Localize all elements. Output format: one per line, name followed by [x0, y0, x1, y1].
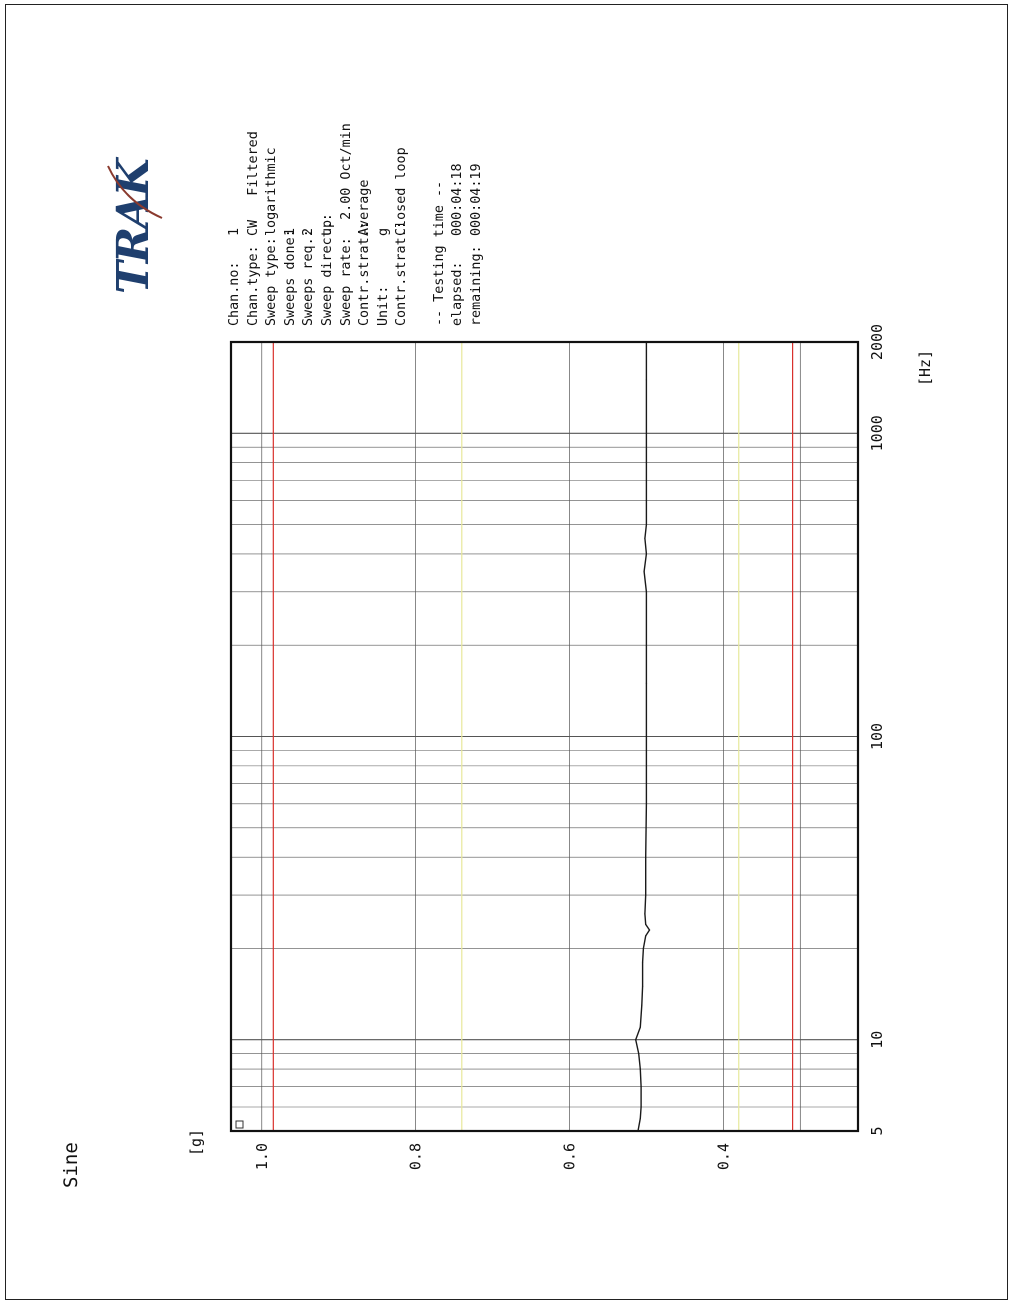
info-value: 2.00 Oct/min	[338, 123, 354, 236]
elapsed-row: elapsed: 000:04:18	[449, 123, 468, 326]
info-label: Chan.type:	[245, 245, 261, 326]
data-point	[645, 923, 647, 926]
test-info-panel: Chan.no:1 Chan.type:CW Filtered Sweep type…	[226, 123, 486, 326]
info-label: Contr.strat.:	[394, 221, 410, 326]
info-row: Sweeps req.:2	[300, 123, 319, 326]
x-tick-label: 100	[868, 723, 886, 750]
data-point	[645, 682, 648, 684]
data-point	[639, 1117, 641, 1120]
remaining-row: remaining: 000:04:19	[468, 123, 487, 326]
testing-time-header: -- Testing time --	[431, 180, 447, 326]
y-tick-label: 0.6	[561, 1143, 579, 1170]
data-point	[641, 985, 644, 987]
data-point	[641, 1004, 643, 1006]
x-tick-label: 2000	[868, 324, 886, 360]
info-row: Sweeps done:1	[282, 123, 301, 326]
data-point	[638, 1052, 640, 1055]
info-row: Contr.strat.:Average	[356, 123, 375, 326]
data-point	[645, 523, 648, 526]
info-row: Unit: g	[375, 123, 394, 326]
data-point	[645, 644, 648, 646]
info-value: 000:04:19	[468, 163, 484, 236]
info-row: Contr.strat.:Closed loop	[393, 123, 412, 326]
info-label: Sweeps done:	[282, 229, 298, 326]
info-value: 000:04:18	[450, 163, 466, 236]
info-row: Sweep type:logarithmic	[263, 123, 282, 326]
x-axis-unit: [Hz]	[916, 349, 934, 386]
info-spacer	[412, 123, 431, 326]
info-label: Contr.strat.:	[357, 221, 373, 326]
x-tick-label: 10	[868, 1031, 886, 1049]
data-point	[645, 591, 648, 593]
series-line	[634, 342, 651, 1132]
info-value: logarithmic	[264, 147, 280, 236]
info-label: remaining:	[468, 245, 484, 326]
info-value: Average	[357, 179, 373, 236]
info-label: Unit:	[375, 285, 391, 326]
data-point	[643, 570, 645, 573]
data-point	[644, 913, 646, 915]
info-label: elapsed:	[450, 261, 466, 327]
data-point	[645, 379, 648, 381]
y-tick-label: 0.4	[714, 1143, 732, 1170]
info-value: 1	[282, 227, 298, 236]
data-point	[648, 929, 651, 931]
info-value: Closed loop	[394, 147, 410, 236]
info-value: CW Filtered	[245, 131, 261, 236]
info-row: Sweep direct.:up	[319, 123, 338, 326]
info-label: Sweeps req.:	[301, 229, 317, 326]
info-value: g	[375, 227, 391, 236]
info-value: 2	[301, 227, 317, 236]
y-axis-unit: [g]	[187, 1128, 205, 1156]
page-border	[5, 4, 1008, 1300]
info-row: Chan.type: CW Filtered	[245, 123, 264, 326]
info-value: 1	[227, 227, 242, 236]
legend-marker	[235, 1120, 244, 1129]
data-point	[635, 1039, 637, 1041]
data-point	[645, 432, 648, 434]
data-point	[642, 947, 644, 950]
data-point	[640, 1086, 642, 1088]
info-label: Sweep direct.:	[319, 213, 335, 326]
data-point	[645, 803, 648, 805]
info-value: up	[319, 219, 335, 236]
info-row: Chan.no: 1	[226, 123, 245, 326]
data-point	[645, 935, 647, 937]
data-point	[640, 1106, 642, 1108]
data-point	[645, 462, 648, 464]
x-tick-label: 5	[868, 1126, 886, 1135]
data-point	[645, 499, 648, 502]
data-point	[639, 1068, 641, 1070]
data-point	[645, 894, 647, 896]
y-tick-label: 1.0	[253, 1143, 271, 1170]
data-point	[641, 961, 644, 963]
data-point	[645, 735, 648, 738]
data-point	[639, 1026, 641, 1028]
x-tick-label: 1000	[868, 415, 886, 451]
plot-frame	[229, 340, 860, 1133]
trak-logo: TRAK	[107, 157, 163, 294]
data-point	[645, 856, 647, 858]
info-label: Chan.no:	[227, 261, 242, 327]
info-label: Sweep rate:	[338, 237, 354, 326]
info-row: Sweep rate: 2.00 Oct/min	[338, 123, 357, 326]
info-label: Sweep type:	[264, 237, 280, 326]
y-tick-label: 0.8	[407, 1143, 425, 1170]
data-point	[645, 553, 648, 555]
data-point	[644, 537, 646, 540]
